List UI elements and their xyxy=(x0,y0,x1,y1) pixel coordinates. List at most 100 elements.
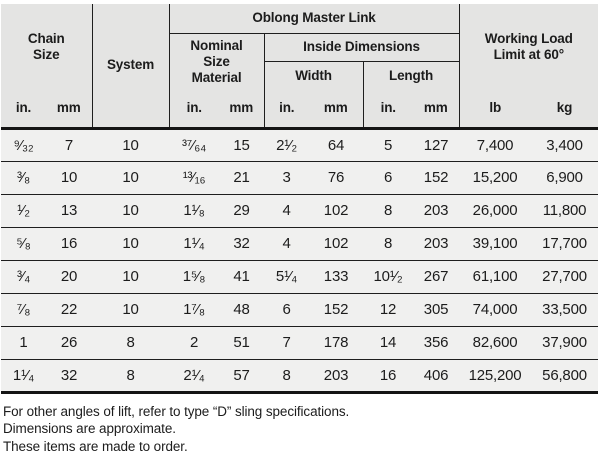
cell-wll-kg: 33,500 xyxy=(531,293,599,327)
cell-width-in: 4 xyxy=(264,194,310,228)
units-row: in. mm in. mm in. mm in. mm lb kg xyxy=(1,90,599,130)
cell-wll-kg: 56,800 xyxy=(531,359,599,394)
cell-width-in: 6 xyxy=(264,293,310,327)
cell-system: 10 xyxy=(92,293,170,327)
table-row: 1¹⁄₄ 32 8 2¹⁄₄ 57 8 203 16 406 125,200 5… xyxy=(1,359,599,394)
cell-length-in: 8 xyxy=(363,227,414,261)
cell-width-mm: 203 xyxy=(309,359,364,394)
cell-length-in: 6 xyxy=(363,161,414,195)
cell-system: 8 xyxy=(92,326,170,360)
cell-nominal-in: ³⁷⁄₆₄ xyxy=(169,128,220,162)
cell-chain-in: ⁷⁄₈ xyxy=(1,293,46,327)
cell-width-mm: 133 xyxy=(309,260,364,294)
unit-nominal-mm: mm xyxy=(219,90,265,130)
cell-length-mm: 305 xyxy=(413,293,460,327)
footnote-made-to-order: These items are made to order. xyxy=(3,439,188,455)
cell-system: 10 xyxy=(92,194,170,228)
cell-wll-lb: 125,200 xyxy=(459,359,532,394)
cell-nominal-in: ¹³⁄₁₆ xyxy=(169,161,220,195)
footnote-dimensions: Dimensions are approximate. xyxy=(3,421,176,437)
cell-length-in: 8 xyxy=(363,194,414,228)
cell-nominal-mm: 32 xyxy=(219,227,265,261)
cell-nominal-in: 2¹⁄₄ xyxy=(169,359,220,394)
cell-width-in: 5¹⁄₄ xyxy=(264,260,310,294)
cell-wll-lb: 39,100 xyxy=(459,227,532,261)
footnotes: For other angles of lift, refer to type … xyxy=(1,394,610,457)
unit-length-in: in. xyxy=(363,90,414,130)
header-row-3: Width Length xyxy=(1,61,598,90)
cell-width-mm: 102 xyxy=(309,227,364,261)
cell-chain-mm: 26 xyxy=(46,326,93,360)
cell-nominal-mm: 21 xyxy=(219,161,265,195)
nominal-size-material-header: Nominal Size Material xyxy=(169,33,265,90)
table-row: ³⁄₄ 20 10 1⁵⁄₈ 41 5¹⁄₄ 133 10¹⁄₂ 267 61,… xyxy=(1,260,599,294)
width-header: Width xyxy=(264,61,364,90)
cell-length-mm: 267 xyxy=(413,260,460,294)
cell-nominal-mm: 51 xyxy=(219,326,265,360)
cell-nominal-mm: 15 xyxy=(219,128,265,162)
cell-width-in: 4 xyxy=(264,227,310,261)
header-row-1: Chain Size System Oblong Master Link Wor… xyxy=(1,4,599,130)
cell-wll-kg: 27,700 xyxy=(531,260,599,294)
unit-chain-mm: mm xyxy=(46,90,93,130)
table-row: ¹⁄₂ 13 10 1¹⁄₈ 29 4 102 8 203 26,000 11,… xyxy=(1,194,599,228)
table-row: ³⁄₈ 10 10 ¹³⁄₁₆ 21 3 76 6 152 15,200 6,9… xyxy=(1,161,599,195)
inside-dimensions-header: Inside Dimensions xyxy=(264,33,460,62)
table-row: 1 26 8 2 51 7 178 14 356 82,600 37,900 xyxy=(1,326,599,360)
cell-nominal-in: 1¹⁄₈ xyxy=(169,194,220,228)
cell-chain-mm: 13 xyxy=(46,194,93,228)
cell-chain-in: ⁵⁄₈ xyxy=(1,227,46,261)
system-header: System xyxy=(91,4,170,130)
cell-chain-mm: 7 xyxy=(46,128,93,162)
cell-chain-in: ³⁄₄ xyxy=(1,260,46,294)
unit-lb: lb xyxy=(459,90,532,130)
chain-size-header: Chain Size xyxy=(1,4,93,90)
cell-chain-in: 1 xyxy=(1,326,46,360)
table-row: ⁹⁄₃₂ 7 10 ³⁷⁄₆₄ 15 2¹⁄₂ 64 5 127 7,400 3… xyxy=(1,128,599,162)
cell-length-mm: 152 xyxy=(413,161,460,195)
header-row-2: Nominal Size Material Inside Dimensions xyxy=(1,33,598,90)
cell-chain-mm: 32 xyxy=(46,359,93,394)
cell-length-in: 5 xyxy=(363,128,414,162)
cell-nominal-mm: 41 xyxy=(219,260,265,294)
cell-chain-in: ⁹⁄₃₂ xyxy=(1,128,46,162)
cell-wll-lb: 7,400 xyxy=(459,128,532,162)
cell-wll-kg: 37,900 xyxy=(531,326,599,360)
cell-width-in: 8 xyxy=(264,359,310,394)
cell-nominal-in: 1¹⁄₄ xyxy=(169,227,220,261)
cell-wll-lb: 74,000 xyxy=(459,293,532,327)
cell-nominal-in: 1⁷⁄₈ xyxy=(169,293,220,327)
table-row: ⁵⁄₈ 16 10 1¹⁄₄ 32 4 102 8 203 39,100 17,… xyxy=(1,227,599,261)
oblong-master-link-header: Oblong Master Link xyxy=(169,4,460,34)
cell-system: 10 xyxy=(92,161,170,195)
unit-width-in: in. xyxy=(264,90,310,130)
cell-length-mm: 203 xyxy=(413,227,460,261)
length-header: Length xyxy=(363,61,460,90)
cell-nominal-mm: 57 xyxy=(219,359,265,394)
cell-wll-lb: 15,200 xyxy=(459,161,532,195)
cell-length-mm: 203 xyxy=(413,194,460,228)
cell-length-mm: 127 xyxy=(413,128,460,162)
cell-wll-lb: 26,000 xyxy=(459,194,532,228)
cell-nominal-in: 2 xyxy=(169,326,220,360)
cell-width-mm: 102 xyxy=(309,194,364,228)
cell-chain-mm: 10 xyxy=(46,161,93,195)
cell-wll-lb: 61,100 xyxy=(459,260,532,294)
cell-chain-mm: 22 xyxy=(46,293,93,327)
cell-chain-mm: 16 xyxy=(46,227,93,261)
cell-width-mm: 152 xyxy=(309,293,364,327)
unit-nominal-in: in. xyxy=(169,90,220,130)
cell-chain-in: ³⁄₈ xyxy=(1,161,46,195)
cell-length-in: 16 xyxy=(363,359,414,394)
unit-width-mm: mm xyxy=(309,90,364,130)
cell-wll-kg: 17,700 xyxy=(531,227,599,261)
cell-width-mm: 64 xyxy=(309,128,364,162)
cell-wll-kg: 11,800 xyxy=(531,194,599,228)
cell-width-mm: 178 xyxy=(309,326,364,360)
cell-wll-lb: 82,600 xyxy=(459,326,532,360)
cell-chain-in: ¹⁄₂ xyxy=(1,194,46,228)
cell-chain-mm: 20 xyxy=(46,260,93,294)
cell-nominal-in: 1⁵⁄₈ xyxy=(169,260,220,294)
oblong-master-link-table: Chain Size System Oblong Master Link Wor… xyxy=(1,4,599,394)
